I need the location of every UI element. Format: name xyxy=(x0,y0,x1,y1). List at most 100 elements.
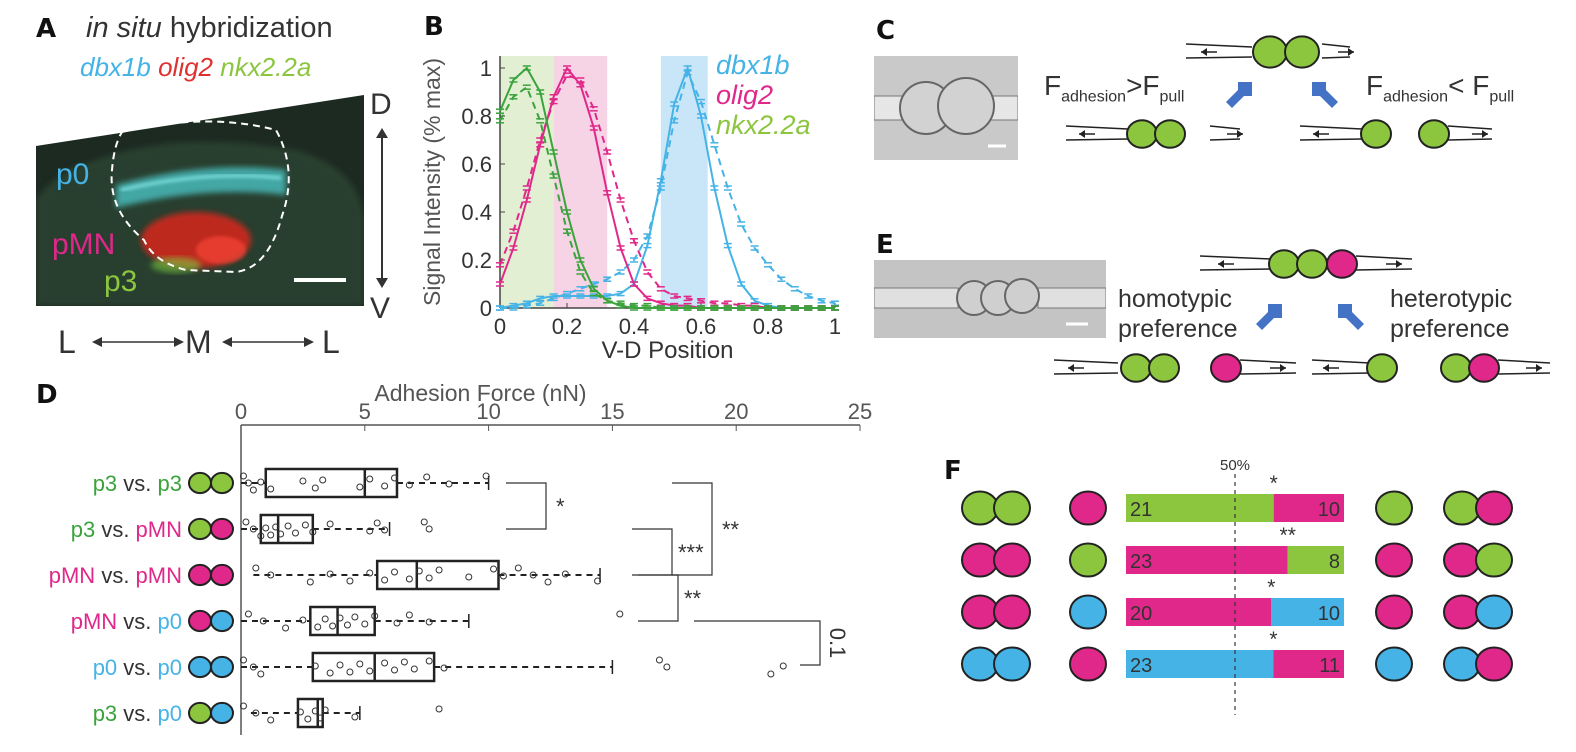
data-point xyxy=(326,570,334,578)
group-cell-b xyxy=(210,563,234,587)
data-point xyxy=(400,658,408,666)
data-point xyxy=(239,656,247,664)
series-line-nkx22a-dashed xyxy=(499,85,835,309)
x-tick-label: 0 xyxy=(235,399,247,424)
row-doublet-right-a xyxy=(1443,490,1481,526)
shaded-band-nkx22a xyxy=(500,56,554,308)
pipette-e-top-left xyxy=(1199,255,1273,271)
data-point xyxy=(405,611,413,619)
row-doublet-a xyxy=(961,490,999,526)
data-point xyxy=(425,525,433,533)
data-point xyxy=(316,714,324,722)
data-point xyxy=(381,526,389,534)
group-cell-a xyxy=(188,701,212,725)
panel-a-gene-legend: dbx1b olig2 nkx2.2a xyxy=(80,52,311,83)
bar-left-segment xyxy=(1126,546,1288,574)
data-point xyxy=(346,577,354,585)
chart-b-legend: dbx1b olig2 nkx2.2a xyxy=(716,50,811,140)
row-doublet-b xyxy=(993,594,1031,630)
region-p3: p3 xyxy=(104,265,138,298)
group-cell-a xyxy=(188,609,212,633)
group-cell-a xyxy=(188,471,212,495)
gene-olig2: olig2 xyxy=(158,52,214,82)
data-point xyxy=(267,571,275,579)
data-point xyxy=(299,477,307,485)
bar-significance: * xyxy=(1269,628,1277,651)
legend-olig2: olig2 xyxy=(716,80,774,110)
pipette-e-res-4 xyxy=(1497,359,1551,375)
data-point xyxy=(351,613,359,621)
homotypic-preference-label: homotypic preference xyxy=(1118,285,1238,343)
pipette-e-top-right xyxy=(1355,255,1413,271)
bar-significance: * xyxy=(1267,576,1275,599)
data-point xyxy=(435,566,443,574)
box xyxy=(264,467,399,499)
group-cell-b xyxy=(210,655,234,679)
data-point xyxy=(239,702,247,710)
group-label: p3 vs. pMN xyxy=(71,517,182,542)
region-p0: p0 xyxy=(56,158,90,191)
sig-bracket-pmnpmn-pmnp0 xyxy=(638,574,679,622)
data-point xyxy=(257,670,265,678)
bar-right-segment xyxy=(1273,650,1344,678)
homotypic-heterotypic-diagram xyxy=(1053,249,1551,383)
bar-right-count: 10 xyxy=(1318,499,1340,521)
panel-a-title: in situ hybridization xyxy=(86,12,333,45)
data-point xyxy=(381,659,389,667)
row-doublet-b xyxy=(993,490,1031,526)
panel-b-label: B xyxy=(424,12,444,42)
bar-left-count: 23 xyxy=(1130,551,1152,573)
arrow-down-right-e xyxy=(1338,304,1364,330)
panel-c-label: C xyxy=(876,16,896,46)
bar-significance: * xyxy=(1270,472,1278,495)
row-doublet-b xyxy=(993,646,1031,682)
pipette-result-left2 xyxy=(1299,125,1363,141)
shaded-band-olig2 xyxy=(553,56,608,308)
row-doublet-right-a xyxy=(1443,542,1481,578)
data-point xyxy=(425,657,433,665)
row-single-left xyxy=(1069,542,1107,578)
arrow-down-left-c xyxy=(1226,82,1252,108)
bar-left-count: 20 xyxy=(1130,603,1152,625)
x-tick-label: 0.6 xyxy=(686,314,717,339)
row-doublet-b xyxy=(993,542,1031,578)
data-point xyxy=(249,486,257,494)
cell-top-left xyxy=(1252,35,1288,69)
data-point xyxy=(239,472,247,480)
data-point xyxy=(304,715,312,723)
sig-bracket-pmnpmn-pmnp0-label: ** xyxy=(684,586,702,611)
data-point xyxy=(425,618,433,626)
group-label: p0 vs. p0 xyxy=(93,655,182,680)
sig-bracket-p3p3-pmnpmn xyxy=(672,482,713,576)
data-point xyxy=(282,624,290,632)
gene-dbx1b: dbx1b xyxy=(80,52,151,82)
data-point xyxy=(391,666,399,674)
cell-e-res-2 xyxy=(1148,353,1180,383)
row-single-right xyxy=(1375,646,1413,682)
bar-left-segment xyxy=(1126,494,1274,522)
data-point xyxy=(420,518,428,526)
cell-e-res-6 xyxy=(1468,353,1500,383)
data-point xyxy=(262,524,270,532)
sig-bracket-p3p3-pmnpmn-label: ** xyxy=(722,517,740,542)
row-single-left xyxy=(1069,646,1107,682)
data-point xyxy=(242,518,250,526)
data-point xyxy=(655,656,663,664)
bar-left-segment xyxy=(1126,598,1272,626)
data-point xyxy=(249,525,257,533)
dv-arrow xyxy=(376,128,388,288)
panel-d-label: D xyxy=(36,380,58,410)
data-point xyxy=(244,479,252,487)
data-point xyxy=(435,705,443,713)
pipette-result-left xyxy=(1065,125,1129,141)
in-situ-image: p0 pMN p3 xyxy=(36,90,365,306)
data-point xyxy=(311,707,319,715)
lm-arrow-right xyxy=(222,337,314,347)
x-tick-label: 1 xyxy=(829,314,841,339)
data-point xyxy=(244,610,252,618)
data-point xyxy=(529,571,537,579)
group-label: pMN vs. p0 xyxy=(71,609,182,634)
data-point xyxy=(594,577,602,585)
x-tick-label: 5 xyxy=(359,399,371,424)
f-adhesion-gt-pull: Fadhesion>Fpull xyxy=(1044,70,1185,106)
